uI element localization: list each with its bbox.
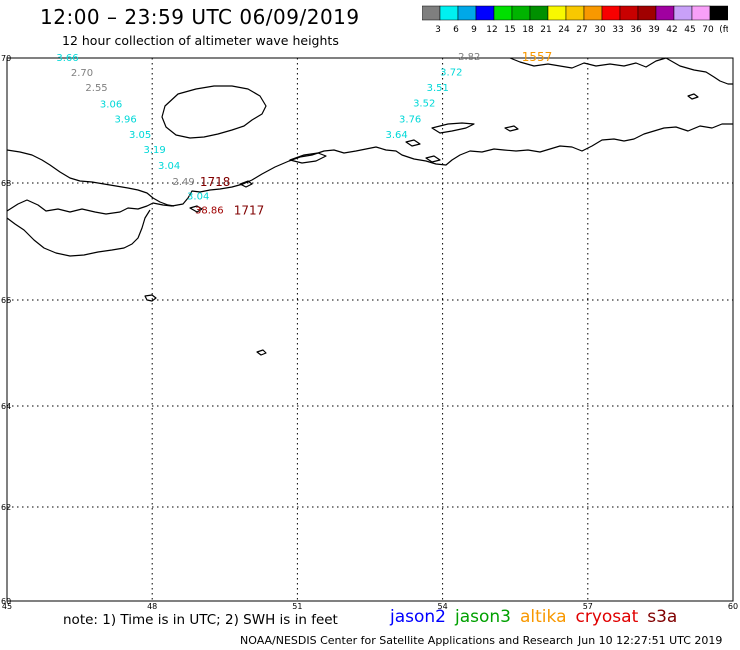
mission-s3a: s3a: [647, 607, 678, 627]
generated-timestamp: Jun 10 12:27:51 UTC 2019: [578, 634, 723, 647]
colorbar-label: (ft): [719, 25, 728, 35]
lon-tick-label: 48: [147, 602, 157, 611]
wave-height-value: 3.76: [399, 114, 421, 125]
colorbar-label: 6: [453, 25, 459, 35]
wave-height-value: 2.82: [458, 52, 480, 63]
wave-height-value: 3.52: [413, 99, 435, 110]
small-island-4: [189, 205, 203, 213]
colorbar-label: 18: [522, 25, 534, 35]
colorbar-label: 45: [684, 25, 695, 35]
lon-tick-label: 60: [728, 602, 738, 611]
small-island-2: [256, 349, 267, 356]
observations-layer: 3.66 2.70 2.55 3.06 3.96 3.05 3.19 3.04 2.49 3.04…: [56, 52, 480, 217]
novaya-zemlya-south: [509, 57, 667, 69]
colorbar-label: 21: [540, 25, 551, 35]
kanin-peninsula: [6, 149, 175, 207]
wave-height-value: 3.64: [385, 130, 407, 141]
map-title: 12:00 – 23:59 UTC 06/09/2019: [40, 5, 360, 29]
colorbar-swatch: [709, 5, 728, 21]
small-island-1: [144, 294, 157, 302]
colorbar-label: 36: [630, 25, 642, 35]
white-sea-shore: [6, 209, 151, 257]
lat-tick-label: 60: [1, 597, 11, 606]
footnote: note: 1) Time is in UTC; 2) SWH is in fe…: [63, 612, 338, 628]
wave-height-value: 2.70: [71, 68, 93, 79]
lat-tick-label: 64: [1, 402, 11, 411]
wave-height-value: 3.96: [114, 114, 136, 125]
kolguyev-island: [161, 85, 267, 139]
wave-height-value: 3.05: [129, 130, 151, 141]
lon-tick-label: 45: [2, 602, 12, 611]
colorbar-label: 15: [504, 25, 515, 35]
lat-tick-label: 66: [1, 296, 11, 305]
wave-height-value: 2.55: [85, 83, 107, 94]
mission-cryosat: cryosat: [575, 607, 639, 627]
wave-height-value: 3.04: [187, 191, 209, 202]
wave-height-value: 3.04: [158, 161, 180, 172]
small-island-8: [425, 155, 441, 163]
colorbar-label: 70: [702, 25, 714, 35]
credit-line: NOAA/NESDIS Center for Satellite Applica…: [240, 634, 574, 647]
pechora-islands: [289, 152, 327, 164]
colorbar-label: 12: [486, 25, 497, 35]
wave-height-value: 3.51: [427, 83, 449, 94]
wave-height-value: 3.72: [440, 67, 462, 78]
colorbar-label: 24: [558, 25, 570, 35]
wave-height-value: 2.49: [173, 177, 195, 188]
colorbar-label: 30: [594, 25, 606, 35]
small-island-5: [504, 125, 519, 132]
mission-jason3: jason3: [455, 607, 511, 627]
lon-tick-label: 57: [583, 602, 593, 611]
novaya-zemlya-coast: [665, 57, 733, 85]
lon-tick-label: 54: [438, 602, 448, 611]
colorbar-label: 9: [471, 25, 477, 35]
coastline: [6, 57, 733, 356]
wave-height-value: 3.66: [56, 53, 78, 64]
pass-time-label: 1717: [234, 203, 265, 217]
wave-height-value: 3.19: [143, 145, 165, 156]
lat-tick-label: 70: [1, 54, 11, 63]
pass-time-label: 1718: [200, 175, 231, 189]
wave-height-value: 3.06: [100, 99, 122, 110]
map-subtitle: 12 hour collection of altimeter wave hei…: [62, 33, 339, 48]
small-island-7: [405, 139, 421, 147]
small-island-3: [239, 180, 253, 188]
graticule: [7, 58, 733, 601]
plot-frame: [6, 57, 734, 602]
mission-jason2: jason2: [390, 607, 446, 627]
mainland-coastline: [6, 123, 733, 215]
colorbar-label: 42: [666, 25, 677, 35]
pass-time-label: 1557: [522, 50, 553, 64]
mission-altika: altika: [520, 607, 567, 627]
small-island-6: [687, 93, 699, 100]
colorbar-label: 27: [576, 25, 587, 35]
mission-legend: jason2 jason3 altika cryosat s3a: [390, 607, 686, 627]
wave-height-value: 38.86: [195, 205, 224, 216]
lat-tick-label: 62: [1, 503, 11, 512]
colorbar-label: 39: [648, 25, 660, 35]
lat-tick-label: 68: [1, 179, 11, 188]
colorbar-label: 3: [435, 25, 441, 35]
axis-ticks: 45 48 51 54 57 60 70 68 66 64 62 60: [1, 54, 738, 611]
dolgiy-island: [431, 122, 475, 134]
lon-tick-label: 51: [292, 602, 302, 611]
colorbar-label: 33: [612, 25, 623, 35]
